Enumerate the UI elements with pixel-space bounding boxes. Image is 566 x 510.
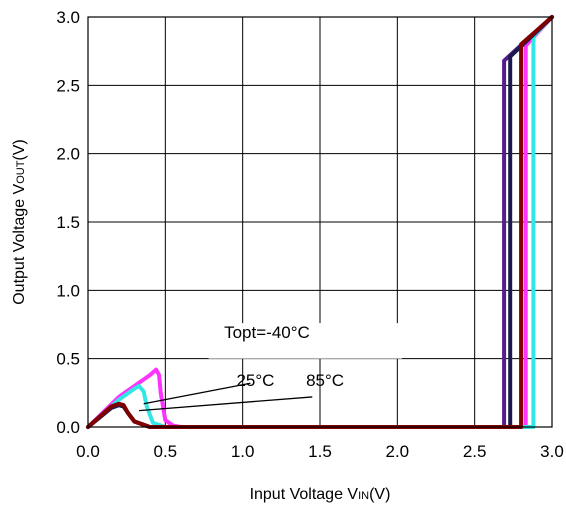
- x-tick-label: 2.0: [386, 442, 410, 461]
- series-line-1: [86, 15, 554, 429]
- y-tick-label: 2.0: [56, 145, 80, 164]
- x-tick-label: 0.5: [154, 442, 178, 461]
- x-axis-label-main: Input Voltage V: [250, 486, 359, 503]
- y-tick-label: 0.5: [56, 350, 80, 369]
- annotation-box: [208, 323, 402, 359]
- y-axis-label-sub: OUT: [15, 160, 27, 184]
- y-tick-label: 0.0: [56, 418, 80, 437]
- x-tick-label: 0.0: [76, 442, 100, 461]
- annotation-label-0: Topt=-40°C: [224, 323, 310, 342]
- x-tick-label: 2.5: [463, 442, 487, 461]
- x-axis-label-sub: IN: [358, 490, 369, 502]
- x-tick-label: 1.5: [308, 442, 332, 461]
- annotation-label-2: 85°C: [306, 371, 344, 390]
- y-axis-label-main: Output Voltage V: [11, 183, 28, 304]
- plot-border: [87, 16, 553, 428]
- y-axis-label-unit: (V): [11, 139, 28, 160]
- y-tick-label: 2.5: [56, 76, 80, 95]
- x-tick-label: 1.0: [231, 442, 255, 461]
- annotation-label-1: 25°C: [236, 371, 274, 390]
- series-line-0: [86, 15, 554, 429]
- y-tick-label: 3.0: [56, 8, 80, 27]
- series-layer: [86, 15, 554, 429]
- y-tick-label: 1.5: [56, 213, 80, 232]
- leader-line-1: [138, 396, 313, 412]
- y-axis-label: Output Voltage VOUT(V): [11, 139, 28, 305]
- leader-layer: [138, 382, 313, 412]
- annotation-layer: Topt=-40°C 25°C 85°C: [224, 323, 344, 390]
- series-line-4: [86, 15, 554, 429]
- x-axis-label-unit: (V): [369, 486, 390, 503]
- x-tick-labels: 0.0 0.5 1.0 1.5 2.0 2.5 3.0: [76, 442, 564, 461]
- y-tick-label: 1.0: [56, 281, 80, 300]
- x-tick-label: 3.0: [540, 442, 564, 461]
- leader-line-0: [143, 382, 251, 405]
- y-tick-labels: 0.0 0.5 1.0 1.5 2.0 2.5 3.0: [56, 8, 80, 437]
- x-axis-label: Input Voltage VIN(V): [250, 486, 391, 503]
